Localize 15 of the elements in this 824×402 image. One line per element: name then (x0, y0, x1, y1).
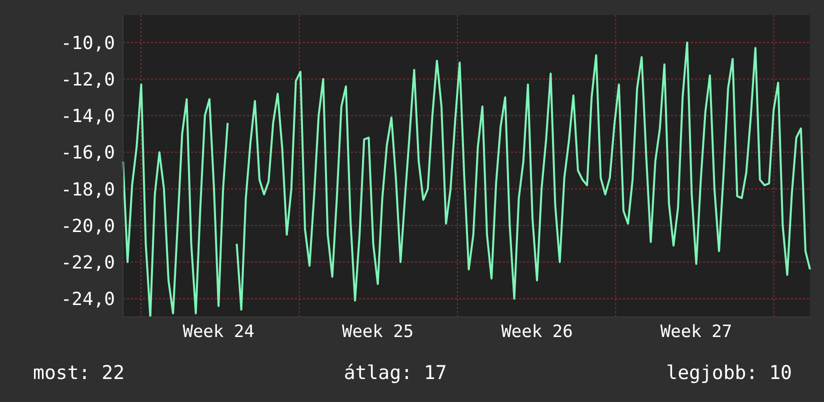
x-tick-label: Week 24 (182, 322, 254, 342)
x-tick-label: Week 25 (342, 322, 414, 342)
text: most: 22 (33, 362, 125, 384)
text: legjobb: 10 (666, 362, 792, 384)
y-tick-label: -10,0 (60, 32, 115, 54)
y-tick-label: -18,0 (60, 179, 115, 200)
y-tick-label: -22,0 (60, 252, 115, 274)
x-tick-label: Week 26 (501, 322, 573, 342)
x-tick-label: Week 27 (660, 322, 732, 342)
y-tick-label: -24,0 (60, 289, 115, 310)
y-tick-label: -16,0 (60, 142, 115, 164)
y-tick-label: -12,0 (60, 69, 115, 90)
y-tick-label: -20,0 (60, 216, 115, 237)
text: átlag: 17 (344, 362, 447, 384)
y-tick-label: -14,0 (60, 106, 115, 128)
